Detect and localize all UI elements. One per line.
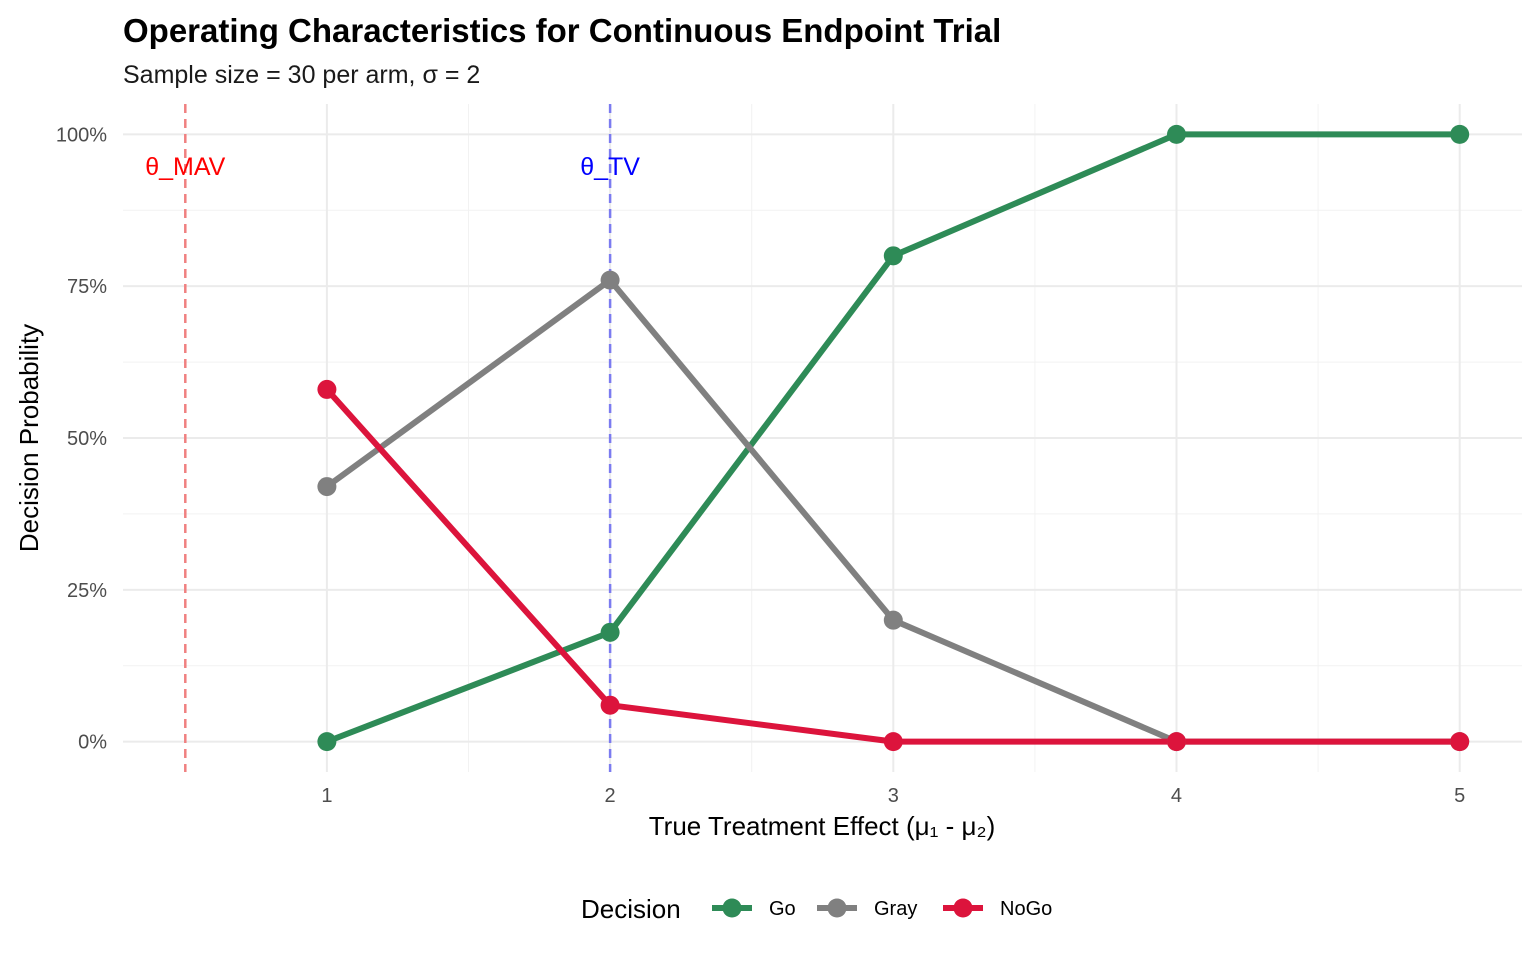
legend-key-point-go (722, 898, 742, 918)
data-point-gray (600, 270, 620, 290)
data-point-nogo (883, 732, 903, 752)
legend-label-go: Go (769, 898, 796, 920)
data-point-nogo (1166, 732, 1186, 752)
data-point-go (1166, 124, 1186, 144)
legend-label-gray: Gray (874, 898, 917, 920)
data-point-nogo (317, 379, 337, 399)
y-tick-label: 75% (67, 276, 107, 298)
reference-line-label: θ_TV (580, 153, 640, 181)
reference-line-label: θ_MAV (145, 153, 225, 181)
reference-lines-layer: θ_MAV θ_TV (145, 104, 640, 772)
legend: Decision Go Gray NoGo (581, 894, 1052, 924)
series-layer (317, 124, 1470, 752)
legend-key-point-gray (827, 898, 847, 918)
chart-title: Operating Characteristics for Continuous… (123, 12, 1001, 49)
y-tick-label: 0% (78, 732, 107, 754)
y-axis-title: Decision Probability (14, 324, 44, 552)
legend-title: Decision (581, 894, 681, 924)
x-tick-label: 3 (888, 785, 899, 807)
data-point-gray (883, 610, 903, 630)
y-tick-label: 100% (56, 124, 107, 146)
x-tick-label: 2 (605, 785, 616, 807)
x-tick-label: 4 (1171, 785, 1182, 807)
legend-label-nogo: NoGo (1000, 898, 1052, 920)
data-point-go (317, 732, 337, 752)
data-point-nogo (1450, 732, 1470, 752)
data-point-gray (317, 477, 337, 497)
x-tick-label: 5 (1454, 785, 1465, 807)
legend-key-point-nogo (953, 898, 973, 918)
x-axis-title: True Treatment Effect (μ₁ - μ₂) (649, 811, 995, 841)
x-tick-label: 1 (321, 785, 332, 807)
y-tick-label: 25% (67, 580, 107, 602)
tick-labels-layer: 1 2 3 4 50%25%50%75%100% (56, 124, 1465, 807)
data-point-go (600, 622, 620, 642)
data-point-nogo (600, 695, 620, 715)
y-tick-label: 50% (67, 428, 107, 450)
data-point-go (883, 246, 903, 266)
data-point-go (1450, 124, 1470, 144)
chart-subtitle: Sample size = 30 per arm, σ = 2 (123, 61, 480, 89)
grid-layer (123, 104, 1522, 772)
